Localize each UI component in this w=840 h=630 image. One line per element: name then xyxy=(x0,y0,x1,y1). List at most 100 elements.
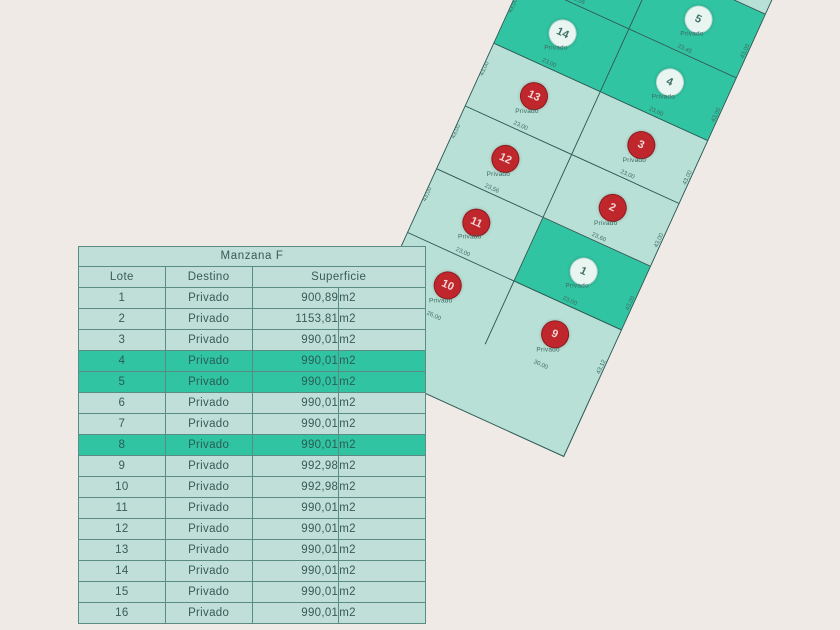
cell-destino: Privado xyxy=(164,329,253,351)
column-header-lote[interactable]: Lote xyxy=(78,266,166,288)
cell-unit: m2 xyxy=(338,539,426,561)
cell-unit: m2 xyxy=(338,560,426,582)
map-parcel-label: Privado xyxy=(535,346,560,354)
cell-superficie: 900,89 xyxy=(251,287,340,309)
cell-lote: 16 xyxy=(78,602,166,624)
map-dimension-side: 43,00 xyxy=(653,232,666,249)
table-row[interactable]: 12 Privado 990,01 m2 xyxy=(78,518,426,540)
table-row[interactable]: 11 Privado 990,01 m2 xyxy=(78,497,426,519)
map-dimension-side: 43,00 xyxy=(450,123,463,140)
table-row[interactable]: 5 Privado 990,01 m2 xyxy=(78,371,426,393)
map-dimension-side: 43,00 xyxy=(507,0,520,14)
cell-unit: m2 xyxy=(338,455,426,477)
cell-lote: 15 xyxy=(78,581,166,603)
cell-superficie: 990,01 xyxy=(251,560,340,582)
cell-unit: m2 xyxy=(338,392,426,414)
cell-unit: m2 xyxy=(338,308,426,330)
cell-superficie: 990,01 xyxy=(251,371,340,393)
map-parcel-label: Privado xyxy=(486,170,511,178)
cell-unit: m2 xyxy=(338,287,426,309)
map-parcel-label: Privado xyxy=(428,297,453,305)
table-row[interactable]: 7 Privado 990,01 m2 xyxy=(78,413,426,435)
map-parcel-label: Privado xyxy=(593,219,618,227)
table-title: Manzana F xyxy=(78,246,426,267)
cell-unit: m2 xyxy=(338,602,426,624)
cell-unit: m2 xyxy=(338,518,426,540)
cell-destino: Privado xyxy=(164,413,253,435)
table-row[interactable]: 1 Privado 900,89 m2 xyxy=(78,287,426,309)
cell-destino: Privado xyxy=(164,518,253,540)
table-row[interactable]: 15 Privado 990,01 m2 xyxy=(78,581,426,603)
cell-superficie: 990,01 xyxy=(251,392,340,414)
cell-unit: m2 xyxy=(338,497,426,519)
cell-lote: 11 xyxy=(78,497,166,519)
map-dimension-side: 43,00 xyxy=(710,106,723,123)
cell-destino: Privado xyxy=(164,350,253,372)
cell-lote: 14 xyxy=(78,560,166,582)
table-row[interactable]: 13 Privado 990,01 m2 xyxy=(78,539,426,561)
cell-unit: m2 xyxy=(338,371,426,393)
cell-superficie: 990,01 xyxy=(251,581,340,603)
cell-superficie: 990,01 xyxy=(251,413,340,435)
map-parcel-label: Privado xyxy=(544,44,568,52)
table-row[interactable]: 2 Privado 1153,81 m2 xyxy=(78,308,426,330)
cell-lote: 12 xyxy=(78,518,166,540)
table-row[interactable]: 6 Privado 990,01 m2 xyxy=(78,392,426,414)
cell-superficie: 990,01 xyxy=(251,350,340,372)
cell-lote: 10 xyxy=(78,476,166,498)
map-dimension-side: 43,00 xyxy=(479,60,491,77)
cell-destino: Privado xyxy=(164,539,253,561)
table-row[interactable]: 14 Privado 990,01 m2 xyxy=(78,560,426,582)
map-parcel-label: Privado xyxy=(651,93,675,101)
cell-unit: m2 xyxy=(338,476,426,498)
map-parcel-label: Privado xyxy=(622,156,646,164)
cell-destino: Privado xyxy=(164,476,253,498)
map-dimension-bottom: 30,00 xyxy=(532,359,549,371)
cell-unit: m2 xyxy=(338,350,426,372)
cell-superficie: 992,98 xyxy=(251,455,340,477)
table-title-row: Manzana F xyxy=(78,246,426,267)
map-dimension-side: 43,00 xyxy=(739,43,752,60)
lot-table-body: Manzana F Lote Destino Superficie 1 Priva… xyxy=(78,246,426,624)
table-row[interactable]: 9 Privado 992,98 m2 xyxy=(78,455,426,477)
cell-unit: m2 xyxy=(338,329,426,351)
table-header-row: Lote Destino Superficie xyxy=(78,266,426,288)
cell-superficie: 990,01 xyxy=(251,434,340,456)
table-row[interactable]: 10 Privado 992,98 m2 xyxy=(78,476,426,498)
cell-lote: 8 xyxy=(78,434,166,456)
cell-superficie: 990,01 xyxy=(251,497,340,519)
lot-table-container: Manzana F Lote Destino Superficie 1 Priva… xyxy=(78,246,426,624)
cell-destino: Privado xyxy=(164,308,253,330)
lot-table: Manzana F Lote Destino Superficie 1 Priva… xyxy=(78,246,426,624)
cell-destino: Privado xyxy=(164,392,253,414)
cell-destino: Privado xyxy=(164,434,253,456)
cell-superficie: 990,01 xyxy=(251,329,340,351)
cell-lote: 2 xyxy=(78,308,166,330)
cell-lote: 3 xyxy=(78,329,166,351)
cell-lote: 1 xyxy=(78,287,166,309)
cell-superficie: 990,01 xyxy=(251,518,340,540)
map-dimension-side: 43,12 xyxy=(595,359,608,376)
cell-superficie: 990,01 xyxy=(251,539,340,561)
table-row[interactable]: 16 Privado 990,01 m2 xyxy=(78,602,426,624)
map-dimension-bottom: 26,00 xyxy=(425,310,442,322)
column-header-superficie[interactable]: Superficie xyxy=(251,266,426,288)
cell-superficie: 1153,81 xyxy=(251,308,340,330)
map-dimension-side: 43,00 xyxy=(421,186,434,203)
column-header-destino[interactable]: Destino xyxy=(164,266,253,288)
cell-destino: Privado xyxy=(164,287,253,309)
cell-unit: m2 xyxy=(338,434,426,456)
table-row[interactable]: 4 Privado 990,01 m2 xyxy=(78,350,426,372)
map-parcel-label: Privado xyxy=(564,282,589,290)
cell-lote: 9 xyxy=(78,455,166,477)
cell-destino: Privado xyxy=(164,497,253,519)
cell-destino: Privado xyxy=(164,455,253,477)
cell-destino: Privado xyxy=(164,581,253,603)
table-row[interactable]: 3 Privado 990,01 m2 xyxy=(78,329,426,351)
cell-lote: 7 xyxy=(78,413,166,435)
cell-lote: 4 xyxy=(78,350,166,372)
table-row[interactable]: 8 Privado 990,01 m2 xyxy=(78,434,426,456)
map-parcel-label: Privado xyxy=(515,107,539,115)
map-dimension-side: 43,00 xyxy=(682,169,694,186)
cell-superficie: 990,01 xyxy=(251,602,340,624)
